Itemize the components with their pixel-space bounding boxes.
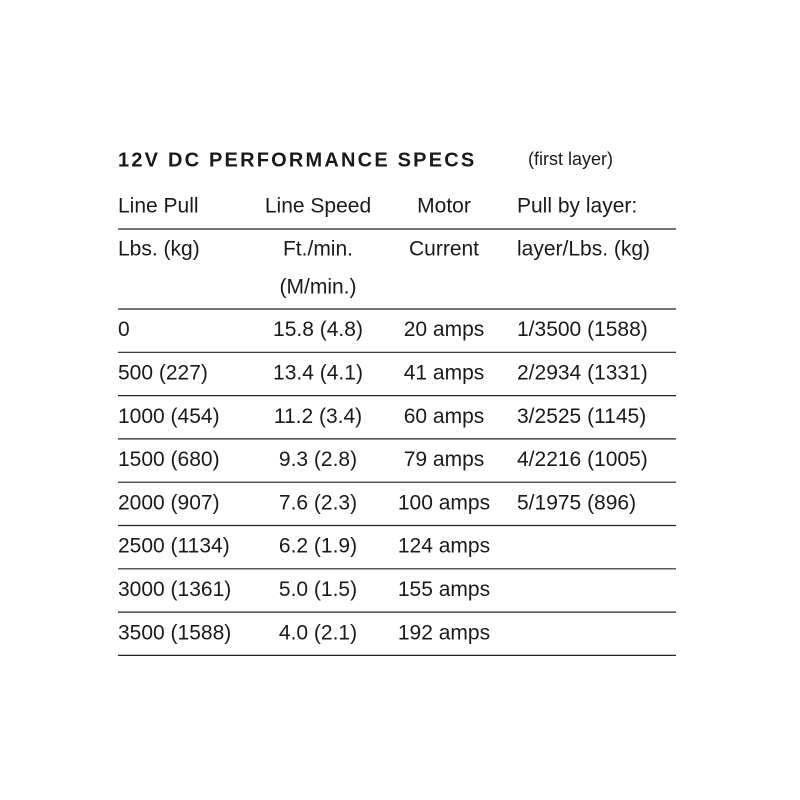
- table-cell: 11.2 (3.4): [274, 405, 362, 428]
- header-cell: Line Pull: [118, 195, 199, 218]
- table-cell: 3000 (1361): [118, 578, 231, 601]
- table-cell: 2/2934 (1331): [517, 361, 648, 384]
- header-cell: layer/Lbs. (kg): [517, 238, 650, 261]
- header-cell: Lbs. (kg): [118, 238, 200, 261]
- table-cell: 13.4 (4.1): [273, 361, 363, 384]
- table-cell: 4.0 (2.1): [279, 621, 357, 644]
- title: 12V DC PERFORMANCE SPECS: [118, 149, 476, 171]
- table-cell: 60 amps: [404, 405, 485, 428]
- table-cell: 6.2 (1.9): [279, 535, 357, 558]
- table-cell: 9.3 (2.8): [279, 448, 357, 471]
- header-cell: Pull by layer:: [517, 195, 637, 218]
- table-cell: 2000 (907): [118, 491, 220, 514]
- table-cell: 15.8 (4.8): [273, 318, 363, 341]
- table-cell: 3500 (1588): [118, 621, 231, 644]
- table-cell: 1/3500 (1588): [517, 318, 648, 341]
- table-cell: 41 amps: [404, 361, 485, 384]
- table-cell: 1500 (680): [118, 448, 220, 471]
- subtitle: (first layer): [528, 149, 613, 169]
- table-cell: 500 (227): [118, 361, 208, 384]
- table-cell: 0: [118, 318, 130, 341]
- table-cell: 20 amps: [404, 318, 485, 341]
- table-cell: 192 amps: [398, 621, 490, 644]
- table-cell: 79 amps: [404, 448, 485, 471]
- header-cell: Motor: [417, 195, 471, 218]
- header-cell: Line Speed: [265, 195, 371, 218]
- table-cell: 3/2525 (1145): [517, 405, 646, 428]
- table-cell: 155 amps: [398, 578, 490, 601]
- header-cell: Ft./min.: [283, 238, 353, 261]
- table-cell: 2500 (1134): [118, 535, 230, 558]
- header-cell: Current: [409, 238, 479, 261]
- table-cell: 100 amps: [398, 491, 490, 514]
- table-cell: 5/1975 (896): [517, 491, 636, 514]
- header-cell: (M/min.): [280, 276, 357, 299]
- table-cell: 5.0 (1.5): [279, 578, 357, 601]
- table-cell: 1000 (454): [118, 405, 220, 428]
- table-cell: 4/2216 (1005): [517, 448, 648, 471]
- table-cell: 7.6 (2.3): [279, 491, 357, 514]
- table-cell: 124 amps: [398, 535, 490, 558]
